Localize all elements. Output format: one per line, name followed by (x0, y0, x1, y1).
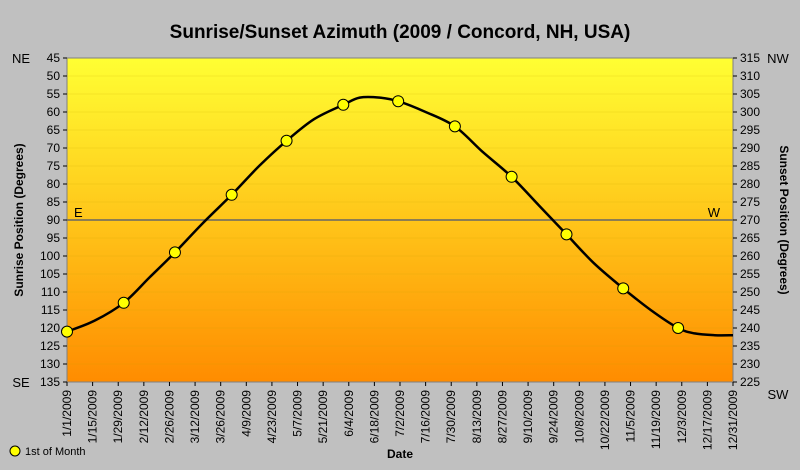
right-tick-label: 300 (740, 105, 760, 119)
x-tick-label: 8/13/2009 (470, 390, 484, 444)
x-tick-label: 9/24/2009 (547, 390, 561, 444)
legend-label: 1st of Month (25, 446, 86, 458)
x-tick-label: 11/19/2009 (649, 390, 663, 449)
first-of-month-marker (280, 134, 293, 147)
x-tick-label: 6/4/2009 (342, 390, 356, 437)
left-tick-label: 130 (40, 357, 60, 371)
legend-marker (9, 445, 21, 457)
left-tick-label: 100 (40, 249, 60, 263)
x-tick-label: 10/22/2009 (598, 390, 612, 450)
x-tick-label: 10/8/2009 (572, 390, 586, 444)
chart-title: Sunrise/Sunset Azimuth (2009 / Concord, … (170, 22, 631, 43)
right-tick-label: 285 (740, 159, 760, 173)
right-tick-label: 270 (740, 213, 760, 227)
x-axis-ticks: 1/1/2009 1/15/2009 1/29/2009 2/12/2009 2/26/… (60, 382, 740, 450)
right-tick-label: 250 (740, 285, 760, 299)
x-tick-label: 4/23/2009 (265, 390, 279, 444)
corner-label-sw: SW (768, 387, 790, 402)
left-tick-label: 105 (40, 267, 60, 281)
y-axis-right-label: Sunset Position (Degrees) (777, 145, 791, 294)
right-tick-label: 245 (740, 303, 760, 317)
left-tick-label: 125 (40, 339, 60, 353)
left-tick-label: 115 (41, 303, 60, 317)
x-tick-label: 8/27/2009 (495, 390, 509, 444)
right-tick-label: 265 (740, 231, 760, 245)
x-tick-label: 2/12/2009 (137, 390, 151, 444)
x-tick-label: 3/12/2009 (188, 390, 202, 444)
right-tick-label: 235 (740, 339, 760, 353)
first-of-month-markers (61, 95, 685, 338)
first-of-month-marker (672, 322, 685, 334)
x-tick-label: 7/2/2009 (393, 390, 407, 437)
x-axis-label: Date (387, 447, 413, 461)
first-of-month-marker (168, 246, 181, 259)
first-of-month-marker (61, 325, 73, 338)
right-tick-label: 255 (740, 267, 760, 281)
x-tick-label: 1/1/2009 (60, 390, 74, 437)
right-tick-label: 280 (740, 177, 760, 191)
first-of-month-marker (505, 170, 518, 183)
first-of-month-marker (617, 282, 630, 295)
right-tick-label: 240 (740, 321, 760, 335)
first-of-month-marker (337, 98, 350, 111)
first-of-month-marker (560, 228, 573, 241)
x-tick-label: 7/30/2009 (444, 390, 458, 444)
left-tick-label: 55 (47, 87, 61, 101)
left-tick-label: 45 (47, 51, 61, 65)
x-tick-label: 6/18/2009 (367, 390, 381, 444)
left-tick-label: 60 (47, 105, 61, 119)
left-axis-ticks: 45 50 55 60 65 70 75 80 85 90 95 100 105 110 115 120 125… (40, 51, 67, 389)
west-label: W (708, 205, 721, 220)
right-tick-label: 310 (740, 69, 760, 83)
right-tick-label: 225 (740, 375, 760, 389)
left-tick-label: 95 (47, 231, 61, 245)
left-tick-label: 120 (40, 321, 60, 335)
right-tick-label: 295 (740, 123, 760, 137)
left-tick-label: 80 (47, 177, 61, 191)
right-tick-label: 290 (740, 141, 760, 155)
left-tick-label: 50 (47, 69, 61, 83)
x-tick-label: 1/15/2009 (86, 390, 100, 444)
corner-label-nw: NW (767, 51, 789, 66)
x-tick-label: 11/5/2009 (624, 390, 638, 443)
right-axis-ticks: 315 310 305 300 295 290 285 280 275 270 265 260 255 2… (733, 51, 760, 389)
corner-label-se: SE (12, 375, 30, 390)
left-tick-label: 135 (40, 375, 60, 389)
x-tick-label: 12/3/2009 (675, 390, 689, 444)
right-tick-label: 315 (740, 51, 760, 65)
x-tick-label: 4/9/2009 (239, 390, 253, 437)
x-tick-label: 5/21/2009 (316, 390, 330, 444)
x-tick-label: 9/10/2009 (521, 390, 535, 444)
left-tick-label: 110 (41, 285, 60, 299)
first-of-month-marker (448, 120, 461, 133)
left-tick-label: 70 (47, 141, 61, 155)
right-tick-label: 305 (740, 87, 760, 101)
right-tick-label: 275 (740, 195, 760, 209)
first-of-month-marker (117, 296, 130, 309)
y-axis-left-label: Sunrise Position (Degrees) (12, 143, 26, 296)
first-of-month-marker (392, 95, 405, 108)
east-label: E (74, 205, 83, 220)
left-tick-label: 65 (47, 123, 61, 137)
x-tick-label: 7/16/2009 (419, 390, 433, 444)
x-tick-label: 3/26/2009 (214, 390, 228, 444)
corner-label-ne: NE (12, 51, 30, 66)
left-tick-label: 85 (47, 195, 61, 209)
left-tick-label: 90 (47, 213, 61, 227)
x-tick-label: 5/7/2009 (291, 390, 305, 437)
first-of-month-marker (225, 188, 238, 201)
right-tick-label: 230 (740, 357, 760, 371)
right-tick-label: 260 (740, 249, 760, 263)
left-tick-label: 75 (47, 159, 61, 173)
x-tick-label: 2/26/2009 (162, 390, 176, 444)
x-tick-label: 12/31/2009 (726, 390, 740, 450)
x-tick-label: 1/29/2009 (111, 390, 125, 444)
x-tick-label: 12/17/2009 (700, 390, 714, 450)
